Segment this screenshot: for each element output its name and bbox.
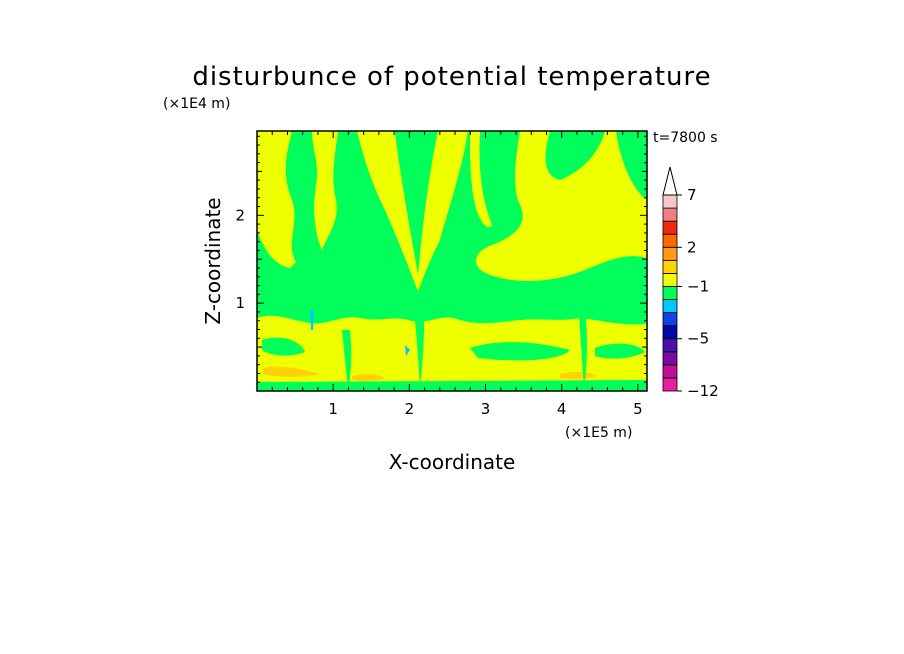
contour-band (595, 343, 645, 359)
colorbar-swatch (662, 364, 678, 379)
colorbar-swatch (662, 220, 678, 235)
contour-band (410, 290, 425, 388)
colorbar-swatch (662, 286, 678, 300)
contour-band (560, 371, 598, 380)
contour-band (310, 310, 314, 330)
colorbar-label: −1 (687, 277, 709, 295)
contour-band (545, 131, 605, 180)
x-tick-label: 3 (481, 400, 491, 418)
contour-band (470, 342, 570, 361)
contour-band (263, 366, 320, 377)
contour-bands (257, 131, 647, 391)
contour-band (257, 315, 647, 391)
colorbar-swatch (662, 272, 678, 287)
x-tick-label: 4 (557, 400, 567, 418)
chart-title: disturbunce of potential temperature (192, 62, 711, 92)
contour-band (257, 380, 647, 391)
colorbar-label: 7 (687, 186, 697, 204)
time-label: t=7800 s (653, 130, 718, 146)
contour-band (342, 330, 352, 388)
contour-band (578, 300, 587, 388)
colorbar-swatch (662, 194, 678, 209)
contour-band (470, 131, 492, 228)
y-tick-label: 2 (235, 206, 245, 224)
colorbar-label: −5 (687, 330, 709, 348)
colorbar-swatch (662, 377, 678, 392)
contour-band (357, 131, 468, 292)
x-unit-label: (×1E5 m) (565, 425, 632, 441)
contour-band (616, 131, 647, 200)
contour-band (352, 373, 385, 382)
colorbar-label: −12 (687, 382, 719, 400)
contour-band (405, 345, 410, 356)
colorbar-swatch (662, 325, 678, 340)
colorbar-extend-arrow (662, 166, 678, 196)
x-tick-label: 2 (405, 400, 415, 418)
contour-band (257, 131, 296, 268)
colorbar-swatch (662, 338, 678, 353)
x-axis-label: X-coordinate (389, 450, 516, 474)
y-unit-label: (×1E4 m) (163, 96, 230, 112)
colorbar-swatch (662, 351, 678, 366)
x-axis-ticks: 1 2 3 4 5 (256, 131, 643, 418)
colorbar-swatch (662, 312, 678, 327)
colorbar-swatch (662, 299, 678, 313)
y-axis-label: Z-coordinate (201, 197, 225, 324)
y-axis-ticks: 12 (235, 135, 647, 392)
contour-band (312, 131, 338, 250)
contour-band (475, 131, 647, 282)
x-tick-label: 5 (633, 400, 643, 418)
plot-frame (256, 130, 648, 392)
y-tick-label: 1 (235, 294, 245, 312)
contour-band (262, 337, 305, 356)
colorbar-label: 2 (687, 238, 697, 256)
colorbar: 7 2 −1 −5 −12 (662, 166, 719, 400)
x-tick-label: 1 (328, 400, 338, 418)
colorbar-swatch (662, 233, 678, 248)
colorbar-swatch (662, 246, 678, 261)
colorbar-swatch (662, 259, 678, 274)
colorbar-swatch (662, 207, 678, 222)
